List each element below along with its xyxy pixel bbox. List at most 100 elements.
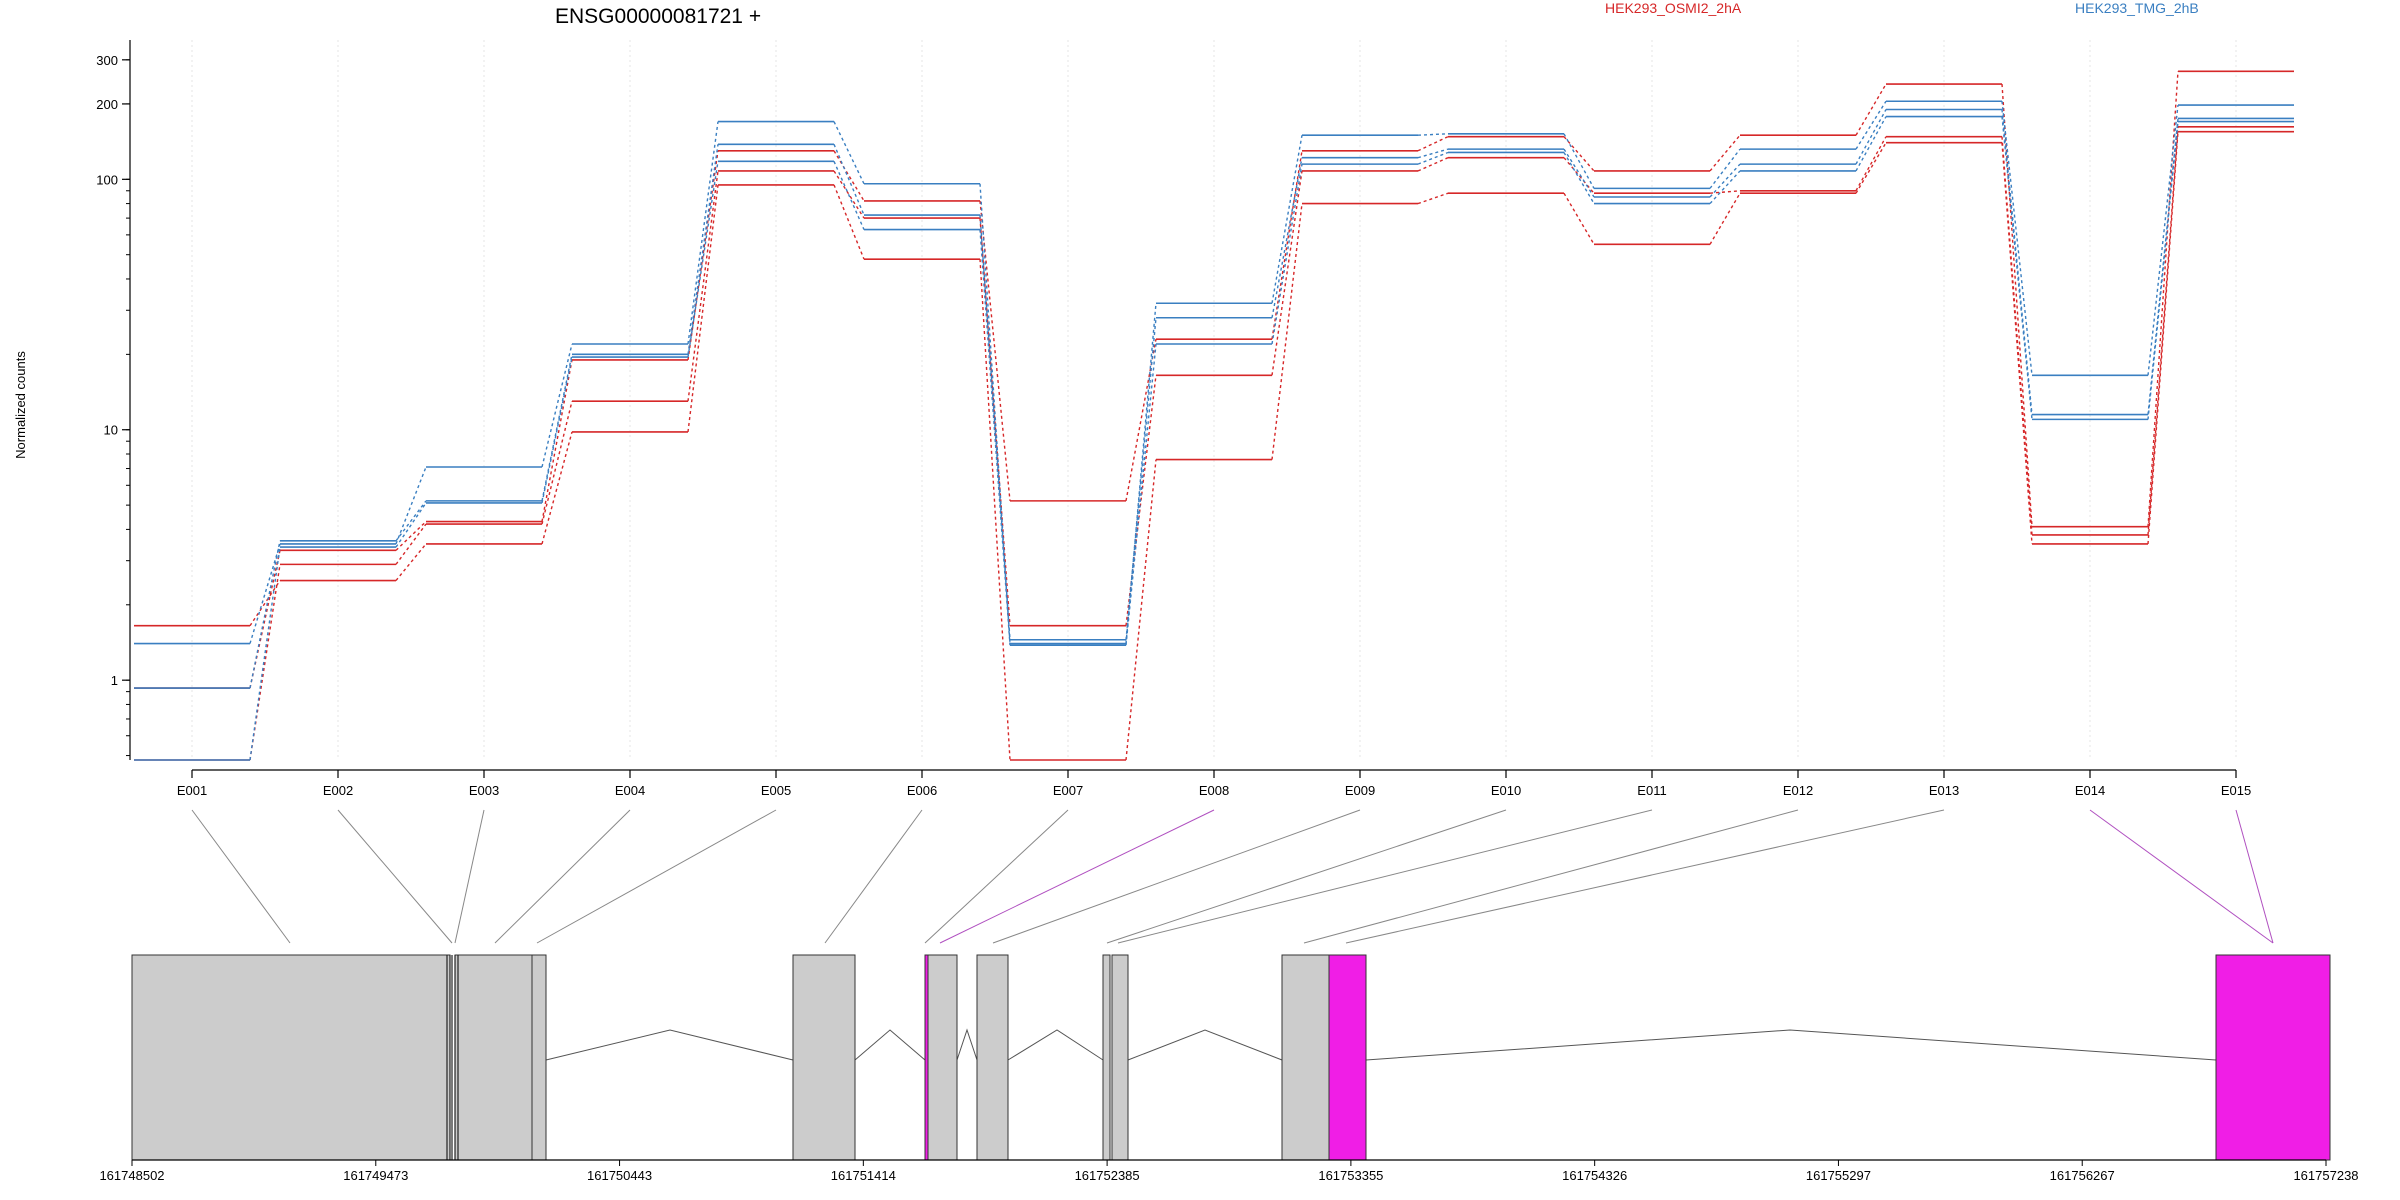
series-transition [1709, 163, 1741, 198]
series-transition [979, 229, 1011, 646]
series-transition [979, 214, 1011, 640]
exon-connector [454, 809, 485, 944]
series-transition [833, 144, 865, 216]
series-transition [833, 184, 865, 260]
series-transition [1563, 157, 1595, 194]
series-transition [1417, 151, 1449, 165]
exon-connector [824, 809, 923, 944]
x-tick-label: E007 [1053, 783, 1083, 798]
series-5 [134, 115, 2294, 761]
exon-connector [1106, 809, 1507, 944]
exon-block [976, 954, 1009, 1161]
series-transition [395, 521, 427, 551]
series-transition [2147, 126, 2179, 536]
exon-connector [924, 809, 1069, 944]
y-tick-label: 200 [96, 97, 118, 112]
series-transition [2147, 121, 2179, 420]
x-tick-label: E003 [469, 783, 499, 798]
genome-tick-label: 161754326 [1562, 1168, 1627, 1183]
x-tick-label: E015 [2221, 783, 2251, 798]
series-transition [1271, 203, 1303, 460]
intron-line [854, 1029, 926, 1061]
series-transition [395, 523, 427, 565]
exon-connector [494, 809, 631, 944]
series-transition [395, 502, 427, 548]
series-transition [1563, 133, 1595, 189]
x-tick-label: E008 [1199, 783, 1229, 798]
y-tick-label: 1 [111, 673, 118, 688]
highlighted-exon-block [2215, 954, 2331, 1161]
series-transition [1709, 170, 1741, 205]
exon-connector [992, 809, 1361, 944]
genome-tick-label: 161755297 [1806, 1168, 1871, 1183]
series-transition [1271, 150, 1303, 340]
x-tick-label: E014 [2075, 783, 2105, 798]
grid-layer [191, 40, 2237, 760]
series-transition [2001, 136, 2033, 536]
series-transition [1271, 170, 1303, 376]
genome-tick-label: 161750443 [587, 1168, 652, 1183]
series-transition [687, 121, 719, 345]
series-transition [1563, 136, 1595, 172]
x-tick-label: E013 [1929, 783, 1959, 798]
x-tick-label: E005 [761, 783, 791, 798]
genome-tick-label: 161751414 [831, 1168, 896, 1183]
exon-connector [1345, 809, 1945, 944]
genome-tick-label: 161757238 [2293, 1168, 2358, 1183]
series-transition [1417, 192, 1449, 205]
series-transition [1125, 459, 1157, 761]
series-transition [1417, 148, 1449, 159]
series-transition [1709, 148, 1741, 189]
series-transition [687, 144, 719, 355]
series-transition [541, 359, 573, 522]
series-transition [541, 401, 573, 525]
x-tick-label: E011 [1637, 783, 1666, 798]
series-transition [249, 580, 281, 627]
series-transition [1855, 136, 1887, 192]
intron-line [1365, 1029, 2217, 1061]
series-transition [833, 150, 865, 202]
exon-block [1111, 954, 1129, 1161]
legend-label-osmi2: HEK293_OSMI2_2hA [1605, 0, 1742, 16]
genome-tick-label: 161748502 [99, 1168, 164, 1183]
y-tick-label: 100 [96, 172, 118, 187]
series-transition [979, 218, 1011, 626]
intron-line [1127, 1029, 1283, 1061]
series-transition [833, 161, 865, 230]
series-transition [249, 540, 281, 689]
exon-block [1281, 954, 1330, 1161]
series-transition [541, 431, 573, 545]
x-tick-label: E012 [1783, 783, 1813, 798]
y-tick-label: 300 [96, 53, 118, 68]
series-transition [1855, 142, 1887, 194]
x-tick-label: E004 [615, 783, 645, 798]
exon-connector [536, 809, 777, 944]
exon-connector [191, 809, 291, 944]
series-transition [541, 356, 573, 504]
series-transition [833, 121, 865, 185]
series-transition [249, 546, 281, 761]
x-tick-label: E001 [177, 783, 207, 798]
series-transition [1709, 190, 1741, 194]
exon-block [531, 954, 547, 1161]
series-transition [395, 500, 427, 542]
exon-block [131, 954, 451, 1161]
series-transition [1417, 157, 1449, 172]
exon-block [792, 954, 856, 1161]
series-transition [395, 543, 427, 581]
series-transition [1855, 83, 1887, 136]
exon-connector [939, 809, 1215, 944]
y-tick-label: 10 [104, 423, 118, 438]
exon-connector [1303, 809, 1799, 944]
series-transition [979, 259, 1011, 761]
exon-connector [2235, 809, 2274, 944]
series-transition [1417, 136, 1449, 152]
series-transition [1271, 135, 1303, 304]
highlighted-exon-block [1328, 954, 1367, 1161]
exon-block [927, 954, 958, 1161]
series-transition [2147, 71, 2179, 527]
series-transition [1271, 163, 1303, 345]
x-tick-label: E009 [1345, 783, 1375, 798]
series-transition [2001, 84, 2033, 527]
